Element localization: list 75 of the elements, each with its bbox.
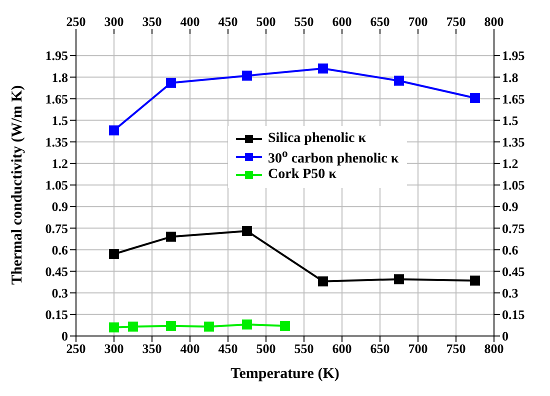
x-tick-label: 500	[256, 14, 276, 29]
y2-tick-label: 0.9	[502, 199, 519, 214]
x-tick-label: 650	[370, 14, 390, 29]
point	[109, 322, 119, 332]
x-tick-label: 250	[66, 14, 86, 29]
y-tick-label: 0.45	[45, 264, 68, 279]
y2-tick-label: 1.95	[502, 48, 526, 64]
point	[166, 320, 176, 331]
point	[204, 322, 214, 332]
y2-tick-label: 1.05	[502, 178, 526, 193]
legend-label: Cork P50 κ	[268, 167, 336, 183]
x-tick-label: 750	[446, 14, 466, 29]
y-axis-title: Thermal conductivity (W/m K)	[9, 85, 26, 285]
x-tick-label: 400	[180, 14, 200, 29]
x2-tick-label: 800	[484, 341, 504, 356]
x-tick-label: 700	[408, 14, 428, 29]
legend-label: 30$^{o}$ carbon phenolic κ	[268, 146, 399, 168]
x2-tick-label: 250	[66, 341, 86, 356]
x-tick-label: 350	[142, 14, 162, 29]
x-axis-title: Temperature (K)	[230, 366, 340, 382]
y2-tick-label: 1.2	[502, 156, 518, 172]
x2-tick-label: 750	[446, 341, 466, 356]
y-tick-label: 0.6	[52, 242, 68, 258]
point	[166, 78, 176, 88]
point	[166, 232, 176, 242]
x-tick-label: 600	[332, 14, 352, 29]
x2-tick-label: 400	[180, 341, 200, 356]
point	[128, 322, 138, 332]
point	[242, 226, 252, 236]
point	[318, 276, 328, 286]
x2-tick-label: 500	[256, 341, 276, 356]
y-tick-label: 0.3	[52, 285, 68, 300]
y2-tick-label: 1.35	[502, 134, 526, 150]
legend-label: Silica phenolic κ	[268, 131, 366, 147]
y-tick-label: 0.75	[45, 220, 68, 236]
x2-tick-label: 450	[218, 341, 238, 356]
y-tick-label: 0	[62, 328, 68, 344]
y-tick-label: 1.35	[45, 134, 68, 150]
y2-tick-label: 1.8	[502, 70, 519, 85]
x2-tick-label: 700	[408, 341, 428, 356]
y2-tick-label: 0.6	[502, 242, 519, 258]
y-tick-label: 1.8	[52, 70, 68, 85]
point	[109, 125, 119, 136]
point	[394, 274, 404, 284]
point	[242, 70, 252, 81]
x2-tick-label: 300	[104, 341, 124, 356]
x-tick-label: 300	[104, 14, 124, 29]
y-tick-label: 0.9	[52, 199, 68, 214]
y2-tick-label: 1.65	[502, 91, 526, 106]
point	[470, 276, 480, 286]
y2-tick-label: 0.3	[502, 285, 519, 300]
y-tick-label: 0.15	[45, 307, 68, 322]
point	[242, 319, 252, 330]
y2-tick-label: 1.5	[502, 112, 519, 128]
y-tick-label: 1.05	[45, 178, 68, 193]
y2-tick-label: 0	[502, 328, 508, 344]
y-tick-label: 1.5	[52, 112, 68, 128]
y2-tick-label: 0.45	[502, 264, 526, 279]
point	[318, 64, 328, 74]
point	[470, 92, 480, 103]
x-tick-label: 800	[484, 14, 504, 29]
x2-tick-label: 350	[142, 341, 162, 356]
y-tick-label: 1.2	[52, 156, 68, 172]
y2-tick-label: 0.75	[502, 220, 526, 236]
x2-tick-label: 550	[294, 341, 314, 356]
point	[109, 249, 119, 260]
x-tick-label: 450	[218, 14, 238, 29]
x-tick-label: 550	[294, 14, 314, 29]
point	[394, 76, 404, 86]
point	[280, 320, 290, 331]
x2-tick-label: 600	[332, 341, 352, 356]
y2-tick-label: 0.15	[502, 307, 526, 322]
y-tick-label: 1.95	[45, 48, 68, 64]
y-tick-label: 1.65	[45, 91, 68, 106]
x2-tick-label: 650	[370, 341, 390, 356]
